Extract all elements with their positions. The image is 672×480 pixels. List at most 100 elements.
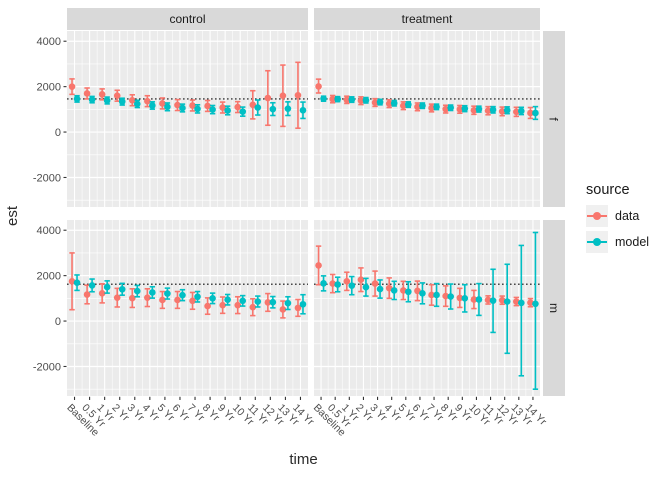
point-model bbox=[405, 288, 412, 296]
facet-strip-m: m bbox=[543, 220, 565, 396]
point-model bbox=[179, 291, 186, 299]
point-data bbox=[442, 105, 449, 113]
point-model bbox=[348, 96, 356, 103]
point-data bbox=[498, 296, 506, 304]
point-data bbox=[456, 294, 464, 302]
point-model bbox=[224, 107, 231, 114]
point-data bbox=[513, 108, 520, 116]
point-data bbox=[357, 276, 365, 284]
point-data bbox=[315, 262, 322, 269]
point-model bbox=[447, 104, 454, 112]
point-model bbox=[179, 104, 186, 112]
point-data bbox=[113, 294, 121, 301]
point-data bbox=[189, 102, 196, 109]
point-model bbox=[376, 285, 384, 293]
point-model bbox=[475, 105, 483, 113]
point-data bbox=[249, 101, 257, 109]
y-tick-label: 0 bbox=[55, 127, 61, 139]
point-model bbox=[475, 296, 483, 303]
y-tick-label: 4000 bbox=[37, 36, 61, 48]
point-data bbox=[513, 298, 520, 305]
point-model bbox=[348, 282, 356, 289]
point-model bbox=[239, 108, 247, 115]
point-data bbox=[159, 296, 166, 304]
point-data bbox=[400, 102, 407, 110]
point-model bbox=[133, 287, 141, 295]
point-model bbox=[118, 285, 126, 293]
point-data bbox=[159, 100, 166, 107]
point-data bbox=[219, 301, 226, 309]
point-model bbox=[88, 282, 96, 289]
legend-dot-glyph bbox=[593, 238, 601, 246]
facet-strip-control-label: control bbox=[169, 12, 206, 26]
point-model bbox=[103, 97, 111, 104]
y-tick-label: 2000 bbox=[37, 81, 61, 93]
point-data bbox=[113, 92, 121, 100]
point-data bbox=[329, 280, 336, 287]
point-data bbox=[414, 287, 421, 295]
point-model bbox=[390, 99, 398, 107]
point-model bbox=[118, 98, 126, 105]
point-model bbox=[149, 289, 156, 296]
point-model bbox=[194, 293, 201, 301]
y-tick-label: 0 bbox=[55, 316, 61, 328]
point-model bbox=[88, 96, 96, 103]
point-model bbox=[224, 296, 231, 304]
point-data bbox=[315, 83, 322, 90]
point-data bbox=[234, 103, 242, 111]
point-data bbox=[294, 304, 302, 312]
point-data bbox=[174, 101, 181, 109]
y-tick-label: 4000 bbox=[37, 225, 61, 237]
point-model bbox=[209, 106, 216, 113]
point-data bbox=[204, 302, 211, 310]
point-data bbox=[527, 109, 534, 117]
legend-label-data: data bbox=[615, 209, 640, 223]
facet-strip-treatment-label: treatment bbox=[401, 12, 453, 26]
point-data bbox=[68, 83, 76, 90]
point-model bbox=[73, 95, 81, 103]
point-model bbox=[489, 106, 497, 114]
point-model bbox=[149, 102, 156, 109]
point-data bbox=[470, 106, 478, 114]
point-data bbox=[470, 296, 478, 303]
y-axis-title: est bbox=[4, 205, 21, 226]
point-data bbox=[204, 102, 211, 110]
point-model bbox=[376, 98, 384, 106]
point-model bbox=[320, 95, 327, 102]
facet-strip-f-label: f bbox=[547, 117, 561, 121]
point-model bbox=[209, 295, 216, 302]
point-data bbox=[371, 280, 379, 287]
point-model bbox=[518, 107, 525, 115]
point-data bbox=[219, 104, 226, 111]
point-model bbox=[532, 300, 539, 308]
point-model bbox=[164, 290, 171, 297]
point-data bbox=[68, 278, 76, 285]
point-model bbox=[103, 283, 111, 291]
point-model bbox=[73, 279, 81, 286]
point-data bbox=[385, 100, 393, 107]
point-data bbox=[264, 94, 272, 102]
point-model bbox=[164, 103, 171, 111]
point-model bbox=[284, 299, 292, 307]
point-data bbox=[98, 91, 106, 98]
point-data bbox=[343, 278, 351, 285]
point-model bbox=[405, 101, 412, 108]
point-data bbox=[385, 284, 393, 292]
point-model bbox=[362, 283, 370, 291]
point-data bbox=[484, 107, 492, 115]
point-data bbox=[234, 301, 242, 309]
point-data bbox=[414, 103, 421, 111]
point-data bbox=[498, 108, 506, 115]
point-model bbox=[447, 293, 454, 300]
point-data bbox=[329, 95, 336, 103]
point-data bbox=[83, 90, 91, 97]
legend-label-model: model bbox=[615, 235, 650, 249]
point-model bbox=[390, 287, 398, 294]
point-model bbox=[254, 298, 262, 305]
point-model bbox=[461, 105, 469, 112]
x-axis-title: time bbox=[289, 451, 318, 468]
point-data bbox=[456, 106, 464, 113]
point-model bbox=[518, 299, 525, 307]
point-data bbox=[428, 104, 435, 112]
point-model bbox=[503, 106, 511, 114]
